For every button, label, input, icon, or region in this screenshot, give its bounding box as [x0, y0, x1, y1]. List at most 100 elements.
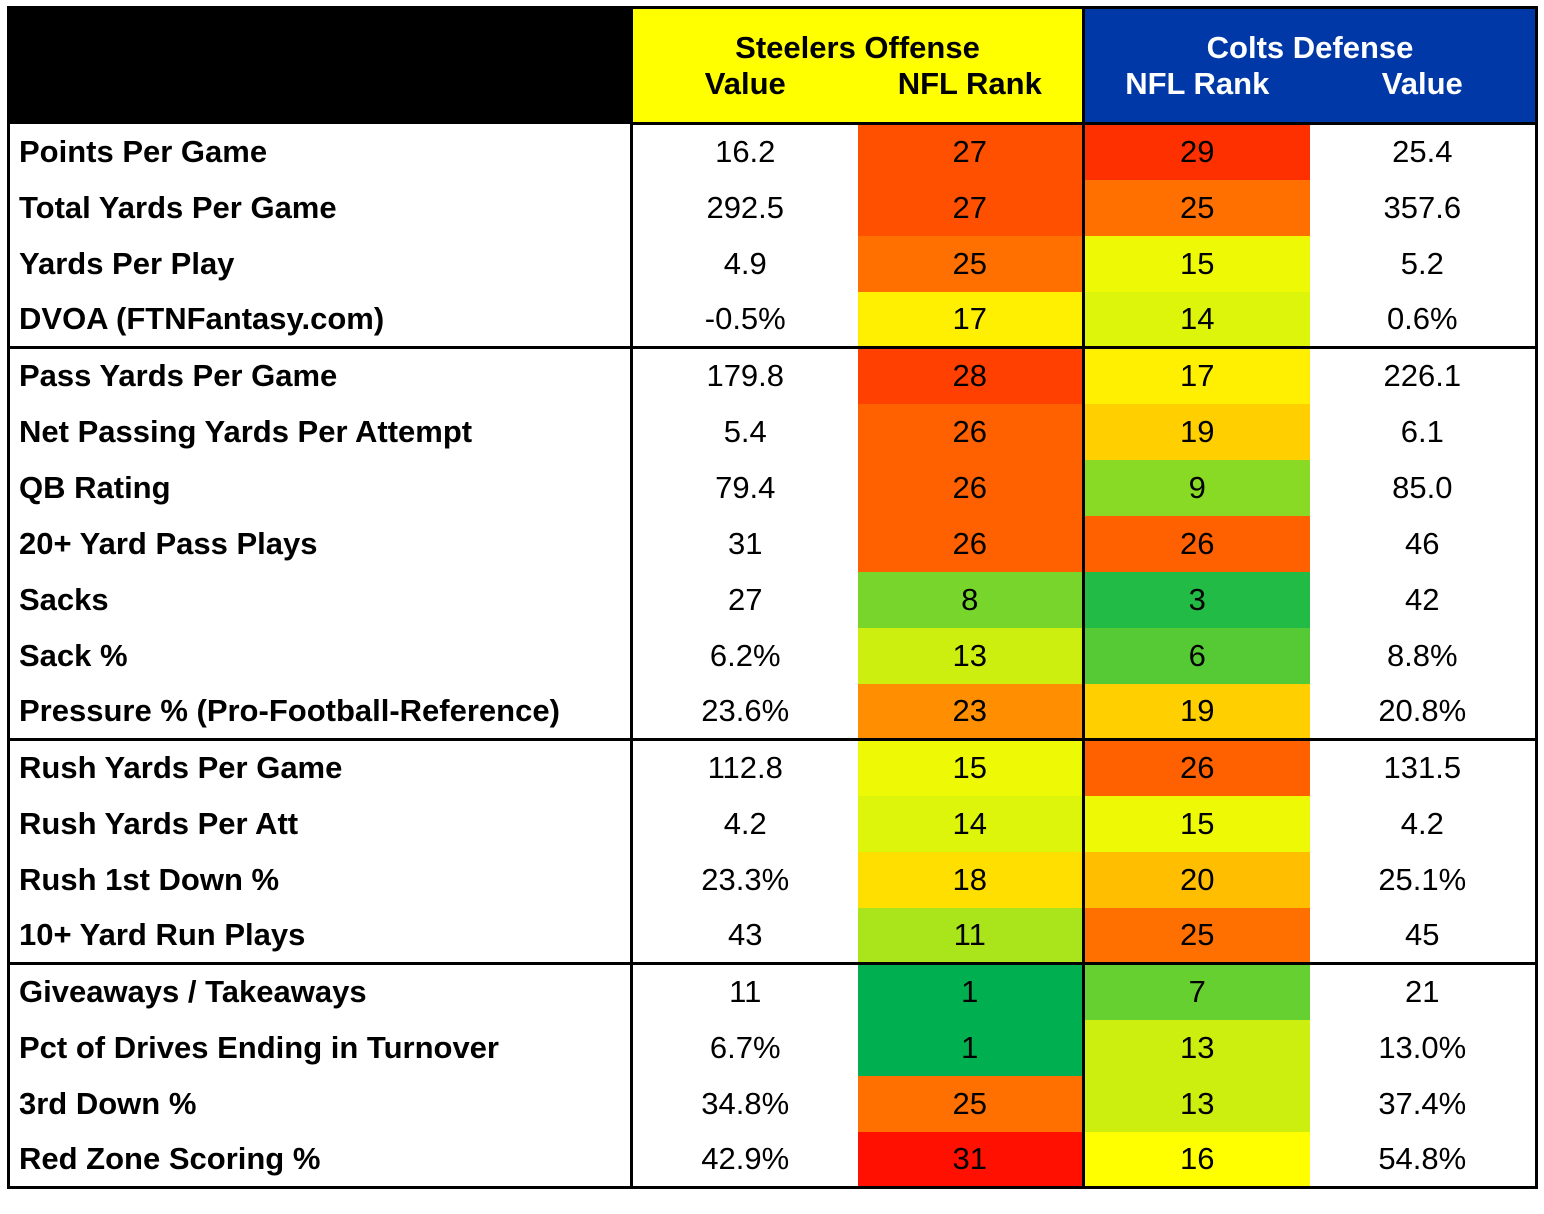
off-rank-cell: 26 — [857, 459, 1086, 516]
def-value-cell: 20.8% — [1309, 683, 1537, 741]
off-value-cell: 43 — [631, 907, 858, 965]
matchup-table: Steelers Offense Colts Defense Value NFL… — [7, 6, 1539, 1189]
table-row: Total Yards Per Game 292.5 27 25 357.6 — [8, 179, 1537, 236]
off-value-cell: 27 — [728, 581, 763, 617]
column-header-def-rank: NFL Rank — [1083, 65, 1310, 125]
row-label: Pass Yards Per Game — [8, 347, 633, 404]
def-value-cell: 8.8% — [1386, 637, 1458, 673]
steelers-offense-header: Steelers Offense — [631, 7, 1086, 66]
off-value-cell: 112.8 — [707, 750, 783, 786]
def-value-cell: 42 — [1405, 581, 1440, 617]
row-label: Red Zone Scoring % — [8, 1131, 633, 1189]
def-rank-cell: 16 — [1083, 1131, 1310, 1189]
def-rank-cell: 20 — [1083, 851, 1310, 908]
off-rank-cell: 23 — [857, 683, 1086, 741]
def-value-cell: 13.0% — [1378, 1029, 1467, 1065]
column-header-def-value: Value — [1309, 65, 1537, 125]
row-label: Sack % — [8, 627, 633, 684]
colts-defense-header: Colts Defense — [1083, 7, 1537, 66]
off-rank-cell: 18 — [857, 851, 1086, 908]
off-value-cell: 4.2 — [723, 805, 767, 841]
def-rank-cell: 17 — [1083, 347, 1310, 404]
off-value-cell: 79.4 — [715, 469, 776, 505]
off-value-cell: 6.2% — [709, 637, 781, 673]
def-value-cell: 46 — [1405, 525, 1440, 561]
off-rank-cell: 26 — [857, 515, 1086, 572]
off-rank-cell: 25 — [857, 1075, 1086, 1132]
row-label: 3rd Down % — [8, 1075, 633, 1132]
row-label: 20+ Yard Pass Plays — [8, 515, 633, 572]
def-rank-cell: 19 — [1083, 403, 1310, 460]
off-rank-cell: 1 — [857, 963, 1086, 1020]
table-row: Net Passing Yards Per Attempt 5.4 26 19 6.1 — [8, 403, 1537, 460]
def-value-cell: 37.4% — [1378, 1085, 1467, 1121]
off-value-cell: 23.6% — [631, 683, 858, 741]
table-row: Sacks 27 8 3 42 — [8, 571, 1537, 628]
def-rank-cell: 15 — [1083, 235, 1310, 292]
def-value-cell: 54.8% — [1309, 1131, 1537, 1189]
row-label: Sacks — [8, 571, 633, 628]
off-rank-cell: 26 — [857, 403, 1086, 460]
off-value-cell: 292.5 — [706, 189, 785, 225]
row-label: DVOA (FTNFantasy.com) — [8, 291, 633, 349]
off-rank-cell: 27 — [857, 179, 1086, 236]
table-row: 20+ Yard Pass Plays 31 26 26 46 — [8, 515, 1537, 572]
off-value-cell: 179.8 — [706, 358, 785, 394]
table-row: Rush Yards Per Game 112.8 15 26 131.5 — [8, 739, 1537, 796]
row-label: Rush Yards Per Game — [8, 739, 633, 796]
off-rank-cell: 27 — [857, 123, 1086, 180]
off-rank-cell: 28 — [857, 347, 1086, 404]
off-value-cell: 16.2 — [715, 134, 776, 170]
table-row: Sack % 6.2% 13 6 8.8% — [8, 627, 1537, 684]
off-value-cell: 42.9% — [631, 1131, 858, 1189]
def-value-cell: 357.6 — [1383, 189, 1462, 225]
def-value-cell: 21 — [1405, 974, 1440, 1010]
def-rank-cell: 6 — [1083, 627, 1310, 684]
off-rank-cell: 31 — [857, 1131, 1086, 1189]
off-rank-cell: 1 — [857, 1019, 1086, 1076]
row-label: QB Rating — [8, 459, 633, 516]
table-row: 10+ Yard Run Plays 43 11 25 45 — [8, 907, 1537, 965]
stats-comparison-table: Steelers Offense Colts Defense Value NFL… — [7, 6, 1539, 1204]
def-rank-cell: 25 — [1083, 907, 1310, 965]
table-row: Points Per Game 16.2 27 29 25.4 — [8, 123, 1537, 180]
table-row: 3rd Down % 34.8% 25 13 37.4% — [8, 1075, 1537, 1132]
off-value-cell: 23.3% — [701, 861, 790, 897]
off-value-cell: 6.7% — [709, 1029, 781, 1065]
row-label: Net Passing Yards Per Attempt — [8, 403, 633, 460]
off-rank-cell: 8 — [857, 571, 1086, 628]
off-value-cell: 31 — [728, 525, 763, 561]
off-value-cell: 34.8% — [701, 1085, 790, 1121]
row-label: Rush Yards Per Att — [8, 795, 633, 852]
row-label: Total Yards Per Game — [8, 179, 633, 236]
table-row: QB Rating 79.4 26 9 85.0 — [8, 459, 1537, 516]
off-value-cell: 4.9 — [723, 245, 767, 281]
def-value-cell: 0.6% — [1309, 291, 1537, 349]
off-rank-cell: 13 — [857, 627, 1086, 684]
off-rank-cell: 14 — [857, 795, 1086, 852]
def-rank-cell: 26 — [1083, 515, 1310, 572]
table-row: Pct of Drives Ending in Turnover 6.7% 1 13 1… — [8, 1019, 1537, 1076]
row-label: Giveaways / Takeaways — [8, 963, 633, 1020]
def-value-cell: 85.0 — [1392, 469, 1453, 505]
off-rank-cell: 25 — [857, 235, 1086, 292]
row-label: Pct of Drives Ending in Turnover — [8, 1019, 633, 1076]
def-rank-cell: 13 — [1083, 1019, 1310, 1076]
off-value-cell: 5.4 — [723, 413, 767, 449]
table-row: Yards Per Play 4.9 25 15 5.2 — [8, 235, 1537, 292]
table-row: Red Zone Scoring % 42.9% 31 16 54.8% — [8, 1131, 1537, 1189]
column-header-off-value: Value — [631, 65, 858, 125]
def-value-cell: 4.2 — [1400, 805, 1444, 841]
def-value-cell: 25.4 — [1392, 134, 1453, 170]
def-rank-cell: 7 — [1083, 963, 1310, 1020]
off-rank-cell: 11 — [857, 907, 1086, 965]
off-value-cell: 11 — [729, 974, 762, 1010]
def-rank-cell: 25 — [1083, 179, 1310, 236]
row-label: Points Per Game — [8, 123, 633, 180]
row-label: Rush 1st Down % — [8, 851, 633, 908]
def-rank-cell: 9 — [1083, 459, 1310, 516]
off-value-cell: -0.5% — [631, 291, 858, 349]
off-rank-cell: 17 — [857, 291, 1086, 349]
def-value-cell: 5.2 — [1400, 245, 1444, 281]
column-header-off-rank: NFL Rank — [857, 65, 1086, 125]
